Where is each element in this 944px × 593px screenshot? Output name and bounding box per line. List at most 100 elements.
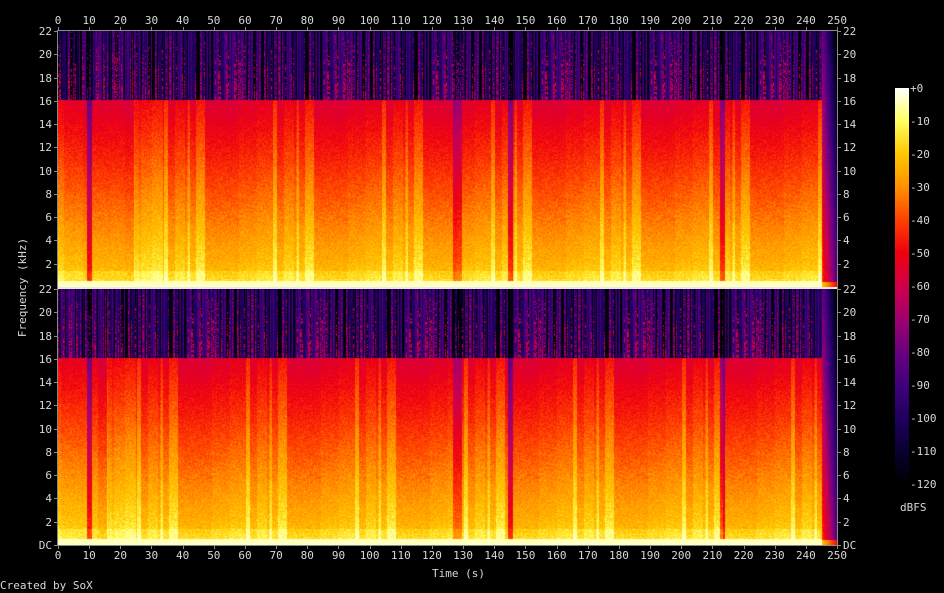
y-tick-right xyxy=(838,263,841,265)
x-tick-label-bottom: 160 xyxy=(546,549,567,562)
y-tick-label-right: 12 xyxy=(843,399,857,413)
x-tick-label-bottom: 170 xyxy=(577,549,598,562)
x-tick-top xyxy=(276,27,278,30)
x-tick-top xyxy=(837,27,838,30)
x-tick-label-top: 100 xyxy=(359,14,380,27)
y-tick-label-left: 18 xyxy=(38,71,53,85)
y-tick-left xyxy=(54,263,57,265)
x-tick-top xyxy=(89,27,91,30)
colorbar-tick-label: -120 xyxy=(910,478,937,491)
y-tick-left xyxy=(54,289,57,290)
colorbar-tick-label: -90 xyxy=(910,379,930,392)
x-tick-label-bottom: 190 xyxy=(640,549,660,562)
y-tick-right xyxy=(838,475,841,477)
y-tick-label-left: 22 xyxy=(38,25,53,38)
x-tick-label-top: 170 xyxy=(577,14,598,27)
x-tick-label-bottom: 30 xyxy=(144,549,159,562)
x-tick-bottom xyxy=(774,546,776,549)
x-tick-bottom xyxy=(556,546,558,549)
x-tick-bottom xyxy=(213,546,215,549)
x-tick-top xyxy=(151,27,153,30)
y-tick-right xyxy=(838,193,841,195)
x-tick-bottom xyxy=(400,546,402,549)
y-tick-label-right: 12 xyxy=(843,141,857,155)
x-tick-bottom xyxy=(431,546,433,549)
x-tick-label-bottom: 20 xyxy=(113,549,127,562)
y-tick-left xyxy=(54,31,57,32)
x-tick-bottom xyxy=(743,546,745,549)
x-tick-label-bottom: 130 xyxy=(453,549,474,562)
x-tick-top xyxy=(182,27,184,30)
x-tick-top xyxy=(618,27,620,30)
credit-text: Created by SoX xyxy=(0,579,93,592)
y-tick-label-right: 18 xyxy=(843,329,857,343)
x-tick-label-top: 190 xyxy=(640,14,660,27)
x-tick-label-bottom: 0 xyxy=(54,549,62,562)
y-tick-label-left: 20 xyxy=(38,48,53,62)
x-tick-top xyxy=(338,27,340,30)
y-tick-label-left: 12 xyxy=(38,141,53,155)
x-tick-top xyxy=(650,27,652,30)
y-tick-right xyxy=(838,451,841,453)
x-tick-top xyxy=(463,27,465,30)
colorbar-label: dBFS xyxy=(900,501,927,514)
x-tick-label-bottom: 180 xyxy=(608,549,629,562)
y-tick-label-right: 20 xyxy=(843,306,857,320)
x-tick-label-bottom: 150 xyxy=(515,549,536,562)
y-tick-left xyxy=(54,358,57,360)
colorbar-tick-label: -80 xyxy=(910,346,930,359)
y-tick-left xyxy=(54,147,57,149)
y-tick-left xyxy=(54,124,57,126)
x-tick-top xyxy=(681,27,683,30)
y-tick-left xyxy=(54,521,57,523)
y-tick-label-left: 2 xyxy=(45,515,53,529)
y-tick-label-left: 16 xyxy=(38,352,53,366)
x-tick-label-top: 70 xyxy=(269,14,283,27)
y-tick-left xyxy=(54,498,57,500)
x-tick-label-bottom: 120 xyxy=(422,549,442,562)
y-tick-left xyxy=(54,193,57,195)
x-tick-bottom xyxy=(618,546,620,549)
x-tick-label-bottom: 80 xyxy=(300,549,314,562)
y-tick-right xyxy=(838,545,841,546)
x-tick-top xyxy=(774,27,776,30)
colorbar-tick-label: -50 xyxy=(910,247,930,260)
x-tick-label-top: 0 xyxy=(54,14,62,27)
x-tick-top xyxy=(712,27,714,30)
y-tick-label-right: 20 xyxy=(843,48,857,62)
y-tick-right xyxy=(838,289,841,290)
spectrogram-channel-1 xyxy=(58,31,837,287)
y-tick-label-right: 18 xyxy=(843,71,857,85)
y-tick-label-left: 10 xyxy=(38,164,53,178)
x-tick-label-top: 60 xyxy=(238,14,252,27)
x-tick-top xyxy=(58,27,59,30)
colorbar-tick-label: -20 xyxy=(910,148,930,161)
x-tick-label-top: 110 xyxy=(390,14,411,27)
x-tick-top xyxy=(805,27,807,30)
x-tick-label-top: 30 xyxy=(144,14,159,27)
x-tick-bottom xyxy=(244,546,246,549)
channel-divider xyxy=(58,287,837,289)
y-tick-left xyxy=(54,100,57,102)
y-tick-right xyxy=(838,405,841,407)
x-tick-label-top: 210 xyxy=(702,14,723,27)
y-tick-label-right: 2 xyxy=(843,257,850,271)
y-tick-label-right: 10 xyxy=(843,422,857,436)
y-tick-label-left: 16 xyxy=(38,94,53,108)
x-tick-label-bottom: 10 xyxy=(82,549,96,562)
x-tick-bottom xyxy=(837,546,838,549)
x-tick-label-bottom: 90 xyxy=(331,549,346,562)
x-tick-top xyxy=(213,27,215,30)
y-tick-label-right: 8 xyxy=(843,445,850,459)
x-tick-bottom xyxy=(120,546,122,549)
x-tick-label-top: 120 xyxy=(422,14,442,27)
colorbar-tick-label: -10 xyxy=(910,115,930,128)
x-tick-bottom xyxy=(58,546,59,549)
colorbar xyxy=(895,88,909,485)
y-tick-right xyxy=(838,147,841,149)
y-tick-right xyxy=(838,498,841,500)
colorbar-tick-label: -100 xyxy=(910,412,937,425)
x-tick-bottom xyxy=(338,546,340,549)
y-tick-label-left: DC xyxy=(38,539,53,552)
y-tick-label-right: 14 xyxy=(843,118,857,132)
